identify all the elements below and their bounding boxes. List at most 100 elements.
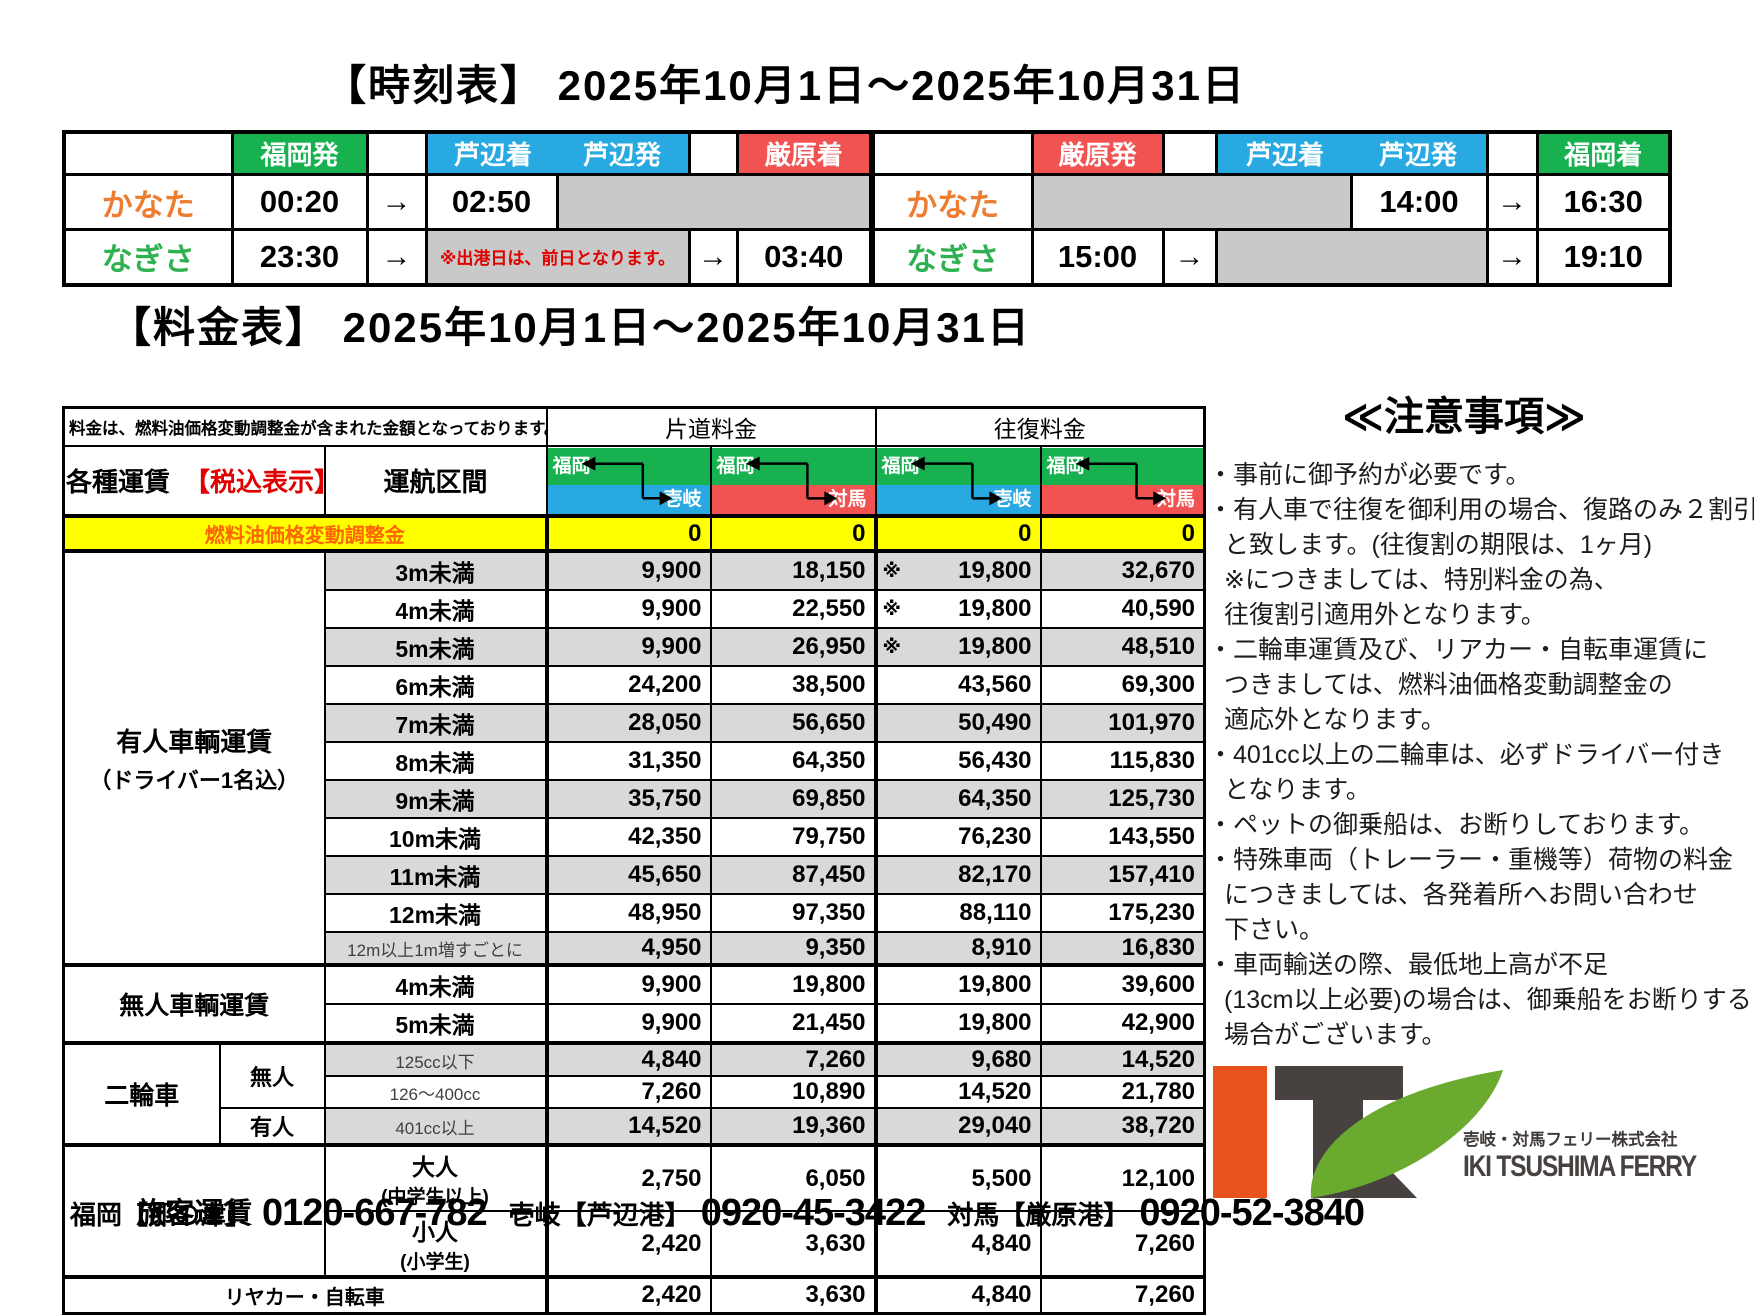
size-label: 11m未満: [323, 855, 548, 895]
fare-value: 4,840: [544, 1041, 712, 1077]
fuel-adjustment-label: 燃料油価格変動調整金: [62, 514, 548, 552]
phone-number-iki: 0920-45-3422: [700, 1192, 927, 1234]
fare-value: 19,800: [873, 1003, 1042, 1044]
fare-value: 48,510: [1039, 627, 1206, 667]
fare-row: 12m未満 48,950 97,350 88,110 175,230: [64, 893, 1206, 933]
fare-value: 79,750: [709, 817, 877, 857]
route-round-tsushima: 福岡 対馬: [1039, 445, 1206, 517]
oneway-header: 片道料金: [545, 406, 877, 447]
fare-value: 42,900: [1039, 1003, 1206, 1044]
kanata-ashibe-arr-time: 02:50: [424, 173, 559, 231]
no-service-cell: [555, 173, 874, 231]
ship-name-nagisa: なぎさ: [869, 228, 1034, 286]
fuel-value: 0: [709, 514, 877, 552]
fare-row: 12m以上1m増すごとに 4,950 9,350 8,910 16,830: [64, 931, 1206, 966]
arrow-icon: →: [687, 228, 739, 286]
fare-value: 29,040: [873, 1107, 1042, 1146]
size-label: 125cc以下: [323, 1041, 548, 1077]
fare-row: 有人 401cc以上 14,520 19,360 29,040 38,720: [64, 1107, 1206, 1146]
note-line: ・401cc以上の二輪車は、必ずドライバー付き: [1208, 741, 1725, 769]
fare-value: 64,350: [709, 741, 877, 781]
note-line: ・車両輸送の際、最低地上高が不足: [1208, 951, 1609, 979]
phone-number-fukuoka: 0120-667-782: [262, 1192, 488, 1234]
note-line: ・ペットの御乗船は、お断りしております。: [1208, 811, 1705, 839]
fare-title: 【料金表】 2025年10月1日～2025年10月31日: [108, 304, 1032, 351]
note-line: となります。: [1224, 776, 1371, 804]
fare-value: 9,900: [544, 627, 712, 667]
category-unmanned-vehicle: 無人車輌運賃: [62, 963, 326, 1044]
ship-name-nagisa: なぎさ: [62, 228, 234, 286]
fare-row: 有人車輌運賃 （ドライバー1名込） 3m未満 9,900 18,150 ※ 19,…: [62, 549, 1206, 966]
nagisa-izuhara-arr-time: 03:40: [735, 228, 874, 286]
size-label: 12m以上1m増すごとに: [323, 931, 548, 966]
category-motorcycle-manned: 有人: [218, 1107, 326, 1146]
size-label: 5m未満: [323, 627, 548, 667]
fare-value: 9,900: [544, 963, 712, 1005]
tax-included-label: 【税込表示】: [184, 467, 325, 497]
category-motorcycle-unmanned: 無人: [218, 1041, 326, 1109]
note-line: ・二輪車運賃及び、リアカー・自転車運賃に: [1208, 636, 1709, 664]
fare-value: 38,500: [709, 665, 877, 705]
fare-row: 8m未満 31,350 64,350 56,430 115,830: [64, 741, 1206, 781]
nagisa-izuhara-dep-time: 15:00: [1030, 228, 1165, 286]
size-label: 5m未満: [323, 1003, 548, 1044]
fare-value: 43,560: [873, 665, 1042, 705]
note-line: ・特殊車両（トレーラー・重機等）荷物の料金: [1208, 846, 1734, 874]
fare-value: ※ 19,800: [873, 549, 1042, 591]
fare-header-row-1: 料金は、燃料油価格変動調整金が含まれた金額となっております。 片道料金 往復料金: [62, 406, 1206, 447]
departure-day-note: ※出港日は、前日となります。: [424, 228, 691, 286]
ship-name-kanata: かなた: [869, 173, 1034, 231]
fare-row: 9m未満 35,750 69,850 64,350 125,730: [64, 779, 1206, 819]
note-line: ・有人車で往復を御利用の場合、復路のみ２割引: [1208, 496, 1754, 524]
section-header: 運航区間: [323, 445, 548, 517]
category-manned-vehicle: 有人車輌運賃 （ドライバー1名込）: [62, 549, 326, 966]
header-ashibe-dep: 芦辺発: [1378, 140, 1457, 170]
fare-value: 101,970: [1039, 703, 1206, 743]
fare-value: 12,100: [1039, 1143, 1206, 1212]
size-label: 3m未満: [323, 549, 548, 591]
ship-name-kanata: かなた: [62, 173, 234, 231]
fare-value: 48,950: [544, 893, 712, 933]
size-label: 4m未満: [323, 589, 548, 629]
notes-title: ≪注意事項≫: [1342, 395, 1586, 439]
size-label: 12m未満: [323, 893, 548, 933]
arrow-icon: →: [365, 228, 428, 286]
fees-header: 各種運賃 【税込表示】: [62, 445, 326, 517]
timetable-row-kanata: かなた 00:20 → 02:50 かなた 14:00 → 16:30: [62, 173, 1672, 231]
fare-value: 56,430: [873, 741, 1042, 781]
fare-value: 7,260: [1039, 1275, 1206, 1314]
nagisa-fukuoka-dep-time: 23:30: [230, 228, 369, 286]
fare-row: 5m未満 9,900 21,450 19,800 42,900: [64, 1003, 1206, 1044]
size-label: 10m未満: [323, 817, 548, 857]
company-name-jp: 壱岐・対馬フェリー株式会社: [1463, 1131, 1678, 1149]
fare-row: リヤカー・自転車 2,420 3,630 4,840 7,260: [62, 1275, 1206, 1314]
fare-value: 40,590: [1039, 589, 1206, 629]
contact-phone-bar: 福岡【那の津】 0120-667-782 壱岐【芦辺港】 0920-45-342…: [70, 1192, 1365, 1235]
note-line: 下さい。: [1224, 916, 1325, 944]
special-fare-mark: ※: [882, 636, 901, 658]
fare-value: 24,200: [544, 665, 712, 705]
size-label: 大人 (中学生以上): [323, 1143, 548, 1212]
fare-value: 76,230: [873, 817, 1042, 857]
fare-value: 4,840: [873, 1275, 1042, 1314]
arrow-icon: →: [1161, 228, 1218, 286]
size-label: 9m未満: [323, 779, 548, 819]
empty-cell: [62, 130, 234, 176]
fare-value: 2,750: [544, 1143, 712, 1212]
company-logo: 壱岐・対馬フェリー株式会社 IKI TSUSHIMA FERRY: [1213, 1060, 1697, 1202]
fare-row: 5m未満 9,900 26,950 ※ 19,800 48,510: [64, 627, 1206, 667]
note-line: ・事前に御予約が必要です。: [1208, 461, 1531, 489]
fare-value: 97,350: [709, 893, 877, 933]
phone-label-fukuoka: 福岡【那の津】: [70, 1200, 253, 1230]
fare-value: 7,260: [544, 1075, 712, 1109]
fare-table: 料金は、燃料油価格変動調整金が含まれた金額となっております。 片道料金 往復料金…: [62, 406, 1207, 1315]
size-label: 401cc以上: [323, 1107, 548, 1146]
fare-value: 5,500: [873, 1143, 1042, 1212]
fare-row: 6m未満 24,200 38,500 43,560 69,300: [64, 665, 1206, 705]
notes-section: ≪注意事項≫ ・事前に御予約が必要です。 ・有人車で往復を御利用の場合、復路のみ…: [1208, 384, 1754, 1053]
ferry-logo-icon: [1213, 1066, 1503, 1198]
fare-value: 87,450: [709, 855, 877, 895]
fare-value: 8,910: [873, 931, 1042, 966]
special-fare-mark: ※: [882, 560, 901, 582]
fare-value: 19,800: [873, 963, 1042, 1005]
